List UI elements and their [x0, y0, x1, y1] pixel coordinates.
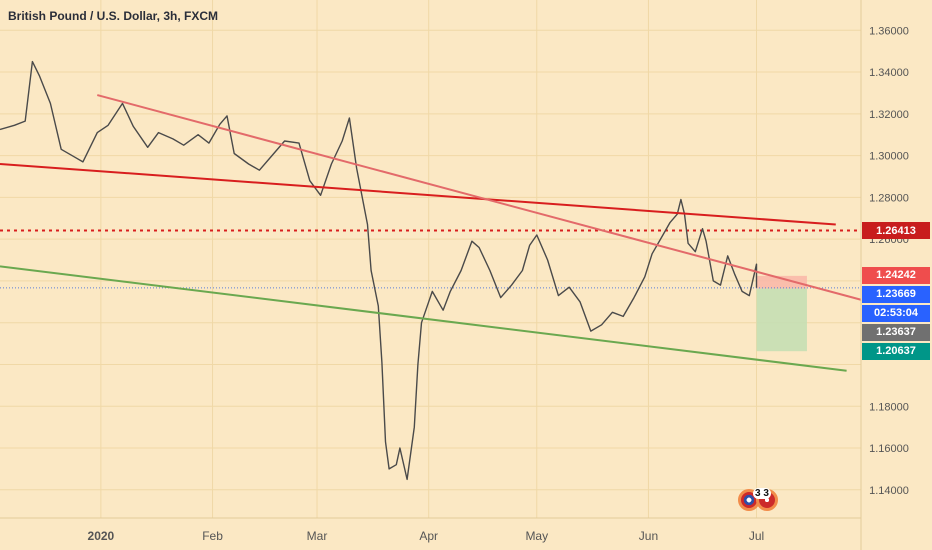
axes	[0, 0, 862, 550]
price-series	[0, 60, 758, 481]
y-tick-label-2: 1.32000	[869, 109, 909, 121]
bar-countdown-timer: 02:53:04	[862, 305, 930, 323]
trendline-2	[0, 265, 847, 372]
stop-price-label: 1.24242	[862, 267, 930, 285]
x-tick-label-5: Jun	[639, 529, 658, 543]
badge-count: 3 3	[753, 488, 771, 499]
x-axis-ticks: 2020 Feb Mar Apr May Jun Jul	[88, 529, 765, 543]
x-tick-label-0: 2020	[88, 529, 115, 543]
y-tick-label-1: 1.34000	[869, 67, 909, 79]
entry-price-label: 1.23637	[862, 324, 930, 342]
y-tick-label-8: 1.14000	[869, 485, 909, 497]
x-tick-label-1: Feb	[202, 529, 223, 543]
x-tick-label-6: Jul	[749, 529, 764, 543]
stop-loss-zone	[756, 275, 807, 289]
chart-grid	[0, 0, 861, 518]
resistance-price-label: 1.26413	[862, 222, 930, 240]
price-line	[0, 60, 758, 481]
y-tick-label-4: 1.28000	[869, 192, 909, 204]
y-axis-ticks: 1.360001.340001.320001.300001.280001.260…	[869, 25, 909, 497]
x-tick-label-2: Mar	[307, 529, 328, 543]
last-price-label: 1.23669	[862, 286, 930, 304]
position-zones	[756, 275, 807, 352]
horizontal-lines	[0, 229, 861, 289]
y-tick-label-6: 1.18000	[869, 401, 909, 413]
y-tick-label-3: 1.30000	[869, 151, 909, 163]
y-tick-label-0: 1.36000	[869, 25, 909, 37]
chart-title: British Pound / U.S. Dollar, 3h, FXCM	[8, 9, 219, 23]
trendlines[interactable]	[0, 94, 862, 372]
y-tick-label-7: 1.16000	[869, 443, 909, 455]
take-profit-zone	[756, 288, 807, 352]
target-price-label: 1.20637	[862, 342, 930, 360]
trendline-1	[97, 94, 862, 301]
trendline-0	[0, 162, 836, 226]
x-tick-label-3: Apr	[419, 529, 438, 543]
x-tick-label-4: May	[525, 529, 548, 543]
ideas-badge[interactable]: 3 3	[736, 487, 784, 519]
